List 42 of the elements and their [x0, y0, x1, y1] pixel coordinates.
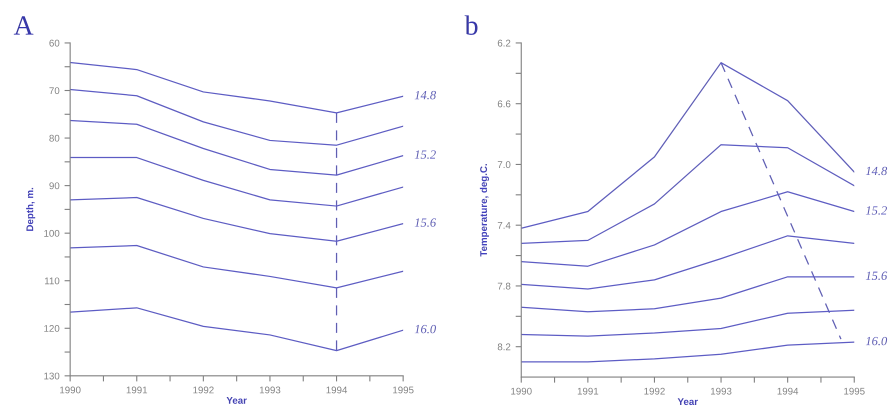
y-tick-label: 90: [49, 182, 60, 190]
y-tick-label: 6.2: [498, 40, 510, 47]
series-label: 15.2: [414, 150, 436, 159]
y-tick-label: 60: [49, 40, 60, 47]
x-axis-title: Year: [678, 398, 698, 406]
line-series: [70, 88, 404, 146]
y-tick-label: 7.0: [498, 161, 510, 168]
y-tick-label: 110: [44, 277, 60, 284]
series-label: 15.2: [866, 206, 887, 215]
x-tick-label: 1992: [644, 388, 665, 395]
chart-title: A: [14, 16, 34, 35]
y-tick-label: 70: [49, 87, 60, 94]
x-tick-label: 1994: [326, 386, 348, 394]
x-tick-label: 1991: [126, 386, 148, 394]
y-tick-label: 80: [49, 134, 60, 142]
x-tick-label: 1992: [193, 386, 214, 394]
y-tick-label: 7.8: [498, 282, 510, 290]
x-tick-label: 1993: [710, 388, 732, 395]
x-tick-label: 1990: [511, 388, 532, 395]
line-series: [521, 342, 854, 363]
series-label: 16.0: [866, 336, 888, 346]
y-tick-label: 100: [44, 230, 60, 237]
series-label: 15.6: [866, 272, 888, 280]
y-tick-label: 6.6: [498, 100, 510, 108]
x-tick-label: 1991: [578, 388, 598, 395]
y-axis-title: Temperature, deg.C.: [480, 164, 489, 257]
series-label: 14.8: [866, 166, 888, 176]
series-label: 14.8: [414, 90, 436, 100]
x-tick-label: 1994: [778, 388, 798, 395]
y-axis-title: Depth, m.: [26, 188, 36, 231]
x-tick-label: 1990: [60, 386, 81, 394]
y-tick-label: 7.4: [498, 222, 511, 229]
y-tick-label: 130: [44, 372, 60, 380]
y-tick-label: 8.2: [498, 343, 510, 350]
series-label: 15.6: [414, 218, 436, 227]
y-tick-label: 120: [44, 325, 60, 332]
series-label: 16.0: [414, 324, 436, 334]
x-tick-label: 1995: [393, 386, 414, 394]
x-axis-title: Year: [226, 397, 247, 404]
x-tick-label: 1993: [260, 386, 280, 394]
chart-title: b: [464, 15, 478, 35]
x-tick-label: 1995: [844, 388, 865, 395]
